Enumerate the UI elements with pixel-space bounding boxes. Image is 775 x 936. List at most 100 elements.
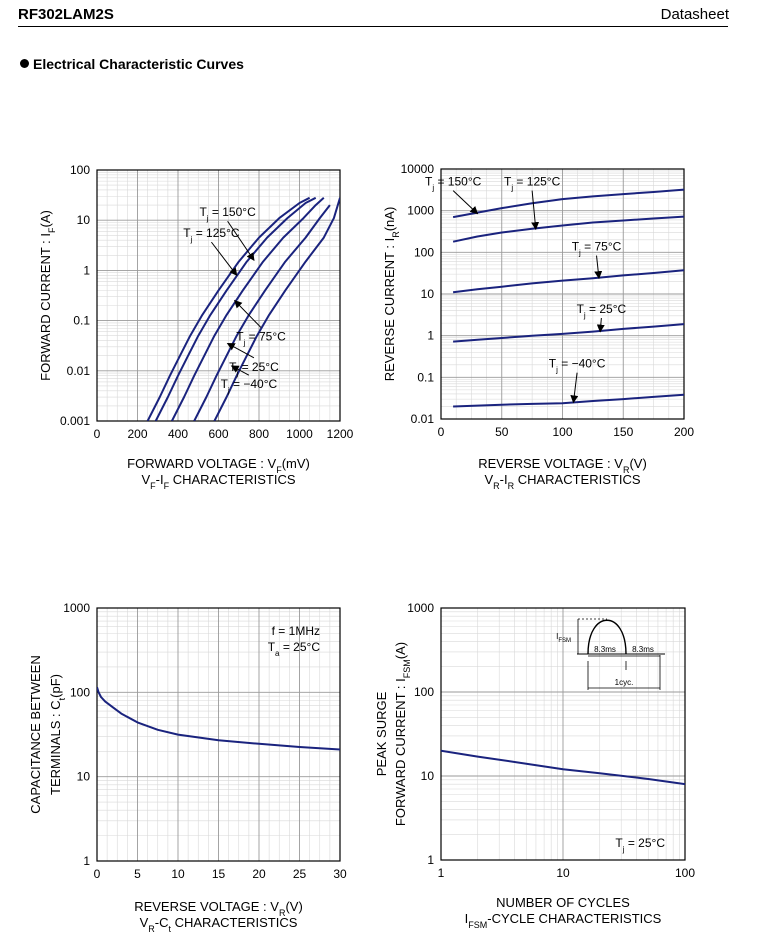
x-tick-label: 20	[252, 867, 266, 881]
curve-annotation-arrow	[230, 365, 250, 376]
x-tick-label: 10	[171, 867, 185, 881]
x-axis-label: REVERSE VOLTAGE : VR(V)	[478, 456, 647, 475]
curve-annotation-label: Tj = −40°C	[221, 377, 278, 395]
y-tick-label: 10	[421, 287, 435, 301]
y-tick-label: 0.001	[60, 414, 90, 428]
series-line	[452, 269, 684, 294]
y-axis-label: PEAK SURGE	[374, 691, 389, 776]
chart-vr-ct: 0 5 10 15 20 25 30 1 10 100 1000 REVERSE VOLTAGE : …	[28, 601, 347, 934]
series-line	[441, 749, 685, 786]
curve-annotation-label: Tj = 75°C	[572, 240, 622, 258]
curve-annotation-label: Tj = −40°C	[549, 357, 606, 375]
curve-annotation-label: Tj = 150°C	[425, 175, 482, 193]
inset-half-cycle-label: 8.3ms	[632, 645, 654, 654]
x-tick-label: 25	[293, 867, 307, 881]
curve-annotation-label: Tj = 25°C	[577, 302, 627, 320]
y-axis-label: CAPACITANCE BETWEEN	[28, 655, 43, 813]
curve-annotation-arrow	[226, 343, 255, 359]
x-axis-label: REVERSE VOLTAGE : VR(V)	[134, 899, 303, 918]
plot-frame	[96, 607, 341, 862]
bullet-icon	[20, 59, 29, 68]
x-tick-label: 50	[495, 425, 509, 439]
chart-vf-if: 0 200 400 600 800 1000 1200 0.001 0.01 0.1 1 10 100 F…	[38, 163, 354, 491]
inset-half-sine	[587, 619, 627, 655]
y-tick-label: 0.01	[67, 364, 91, 378]
inset-half-cycle-label: 8.3ms	[594, 645, 616, 654]
y-tick-label: 100	[414, 245, 434, 259]
curve-annotation-label: Tj = 125°C	[183, 226, 240, 244]
part-number: RF302LAM2S	[18, 6, 114, 23]
y-axis-label: REVERSE CURRENT : IR(nA)	[382, 207, 401, 382]
x-tick-label: 150	[613, 425, 633, 439]
y-tick-label: 0.1	[73, 314, 90, 328]
series-line	[146, 196, 311, 421]
x-tick-label: 800	[249, 427, 269, 441]
x-tick-label: 200	[674, 425, 694, 439]
x-tick-label: 1	[438, 866, 445, 880]
curve-annotation-label: Tj = 75°C	[236, 330, 286, 348]
y-tick-label: 1000	[63, 601, 90, 615]
y-tick-label: 10	[421, 769, 435, 783]
curve-annotation-arrow	[234, 299, 262, 328]
x-tick-label: 600	[208, 427, 228, 441]
x-axis-label: FORWARD VOLTAGE : VF(mV)	[127, 456, 310, 475]
inset-cycle-label: 1cyc.	[615, 678, 634, 687]
x-tick-label: 0	[94, 867, 101, 881]
curve-annotation-arrow	[531, 190, 540, 231]
chart-vr-ir: 0 50 100 150 200 0.01 0.1 1 10 100 1000 10000 REVERS…	[382, 162, 694, 491]
y-tick-label: 10	[77, 213, 91, 227]
y-tick-label: 10000	[401, 162, 435, 176]
series-line	[452, 188, 684, 219]
curve-annotation-arrow	[452, 190, 479, 215]
x-tick-label: 100	[675, 866, 695, 880]
x-tick-label: 0	[438, 425, 445, 439]
section-title: Electrical Characteristic Curves	[33, 56, 244, 72]
y-axis-label: FORWARD CURRENT : IF(A)	[38, 210, 57, 381]
plot-frame	[440, 607, 686, 861]
curve-annotation-arrow	[596, 317, 605, 333]
y-tick-label: 1	[427, 329, 434, 343]
y-tick-label: 1	[83, 263, 90, 277]
x-tick-label: 100	[552, 425, 572, 439]
y-tick-label: 100	[414, 685, 434, 699]
y-tick-label: 10	[77, 770, 91, 784]
ifsm-waveform-inset: IFSM 8.3ms 8.3ms 1cyc.	[556, 618, 665, 690]
section-heading: Electrical Characteristic Curves	[20, 56, 244, 72]
x-tick-label: 1000	[286, 427, 313, 441]
chart-ifsm-cycle: 1 10 100 1 10 100 1000 NUMBER OF CYCLESIFSM-CYC…	[374, 601, 695, 930]
curve-annotation-label: Tj = 125°C	[504, 175, 561, 193]
series-line	[97, 686, 340, 751]
series-line	[154, 196, 317, 421]
series-line	[453, 323, 684, 343]
chart-title: VR-IR CHARACTERISTICS	[484, 472, 640, 491]
inset-ifsm-label: IFSM	[556, 632, 571, 644]
chart-title: VR-Ct CHARACTERISTICS	[140, 915, 298, 934]
x-tick-label: 5	[134, 867, 141, 881]
chart-title: IFSM-CYCLE CHARACTERISTICS	[465, 911, 662, 930]
y-tick-label: 0.01	[411, 412, 435, 426]
curve-annotation-arrow	[570, 372, 579, 404]
header-rule	[18, 26, 728, 27]
y-tick-label: 1000	[407, 204, 434, 218]
y-axis-label: FORWARD CURRENT : IFSM(A)	[393, 642, 412, 826]
curve-annotation-arrow	[211, 241, 238, 277]
x-tick-label: 15	[212, 867, 226, 881]
y-tick-label: 1	[83, 854, 90, 868]
series-line	[452, 215, 684, 243]
series-line	[213, 197, 340, 421]
document-type: Datasheet	[660, 6, 729, 23]
curve-annotation-arrow	[227, 220, 255, 261]
y-axis-label: TERMINALS : Ct(pF)	[48, 674, 67, 795]
x-tick-label: 30	[333, 867, 347, 881]
y-tick-label: 0.1	[417, 370, 434, 384]
chart-title: VF-IF CHARACTERISTICS	[141, 472, 295, 491]
y-tick-label: 100	[70, 685, 90, 699]
x-tick-label: 10	[556, 866, 570, 880]
y-tick-label: 1	[427, 853, 434, 867]
x-tick-label: 1200	[327, 427, 354, 441]
legend-text: Ta = 25°C	[268, 640, 321, 658]
chart-note: Tj = 25°C	[615, 836, 665, 854]
legend-text: f = 1MHz	[272, 624, 320, 638]
x-tick-label: 200	[127, 427, 147, 441]
